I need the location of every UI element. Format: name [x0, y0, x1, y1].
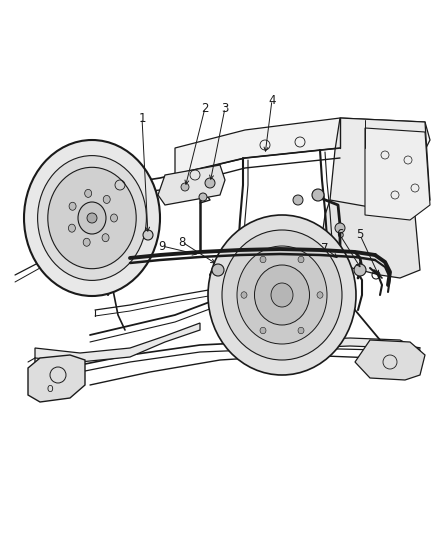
Ellipse shape: [241, 292, 247, 298]
Ellipse shape: [271, 283, 293, 307]
Polygon shape: [28, 355, 85, 402]
Circle shape: [212, 264, 224, 276]
Ellipse shape: [85, 189, 92, 197]
Polygon shape: [35, 323, 200, 362]
Ellipse shape: [260, 256, 266, 263]
Ellipse shape: [83, 238, 90, 246]
Text: 9: 9: [158, 239, 166, 253]
Text: 5: 5: [356, 229, 364, 241]
Text: O: O: [47, 385, 53, 394]
Ellipse shape: [222, 230, 342, 360]
Circle shape: [335, 223, 345, 233]
Ellipse shape: [102, 233, 109, 241]
Ellipse shape: [237, 246, 327, 344]
Polygon shape: [320, 200, 420, 278]
Circle shape: [181, 183, 189, 191]
Text: 2: 2: [201, 101, 209, 115]
Text: 3: 3: [221, 101, 229, 115]
Ellipse shape: [78, 202, 106, 234]
Circle shape: [205, 178, 215, 188]
Text: 4: 4: [268, 93, 276, 107]
Circle shape: [199, 193, 207, 201]
Text: 7: 7: [321, 241, 329, 254]
Polygon shape: [158, 165, 225, 205]
Ellipse shape: [24, 140, 160, 296]
Polygon shape: [330, 118, 430, 220]
Ellipse shape: [208, 215, 356, 375]
Ellipse shape: [298, 256, 304, 263]
Ellipse shape: [317, 292, 323, 298]
Circle shape: [312, 189, 324, 201]
Ellipse shape: [254, 265, 310, 325]
Circle shape: [143, 230, 153, 240]
Polygon shape: [355, 340, 425, 380]
Circle shape: [354, 264, 366, 276]
Ellipse shape: [110, 214, 117, 222]
Polygon shape: [365, 128, 430, 220]
Ellipse shape: [48, 167, 136, 269]
Ellipse shape: [68, 224, 75, 232]
Text: 8: 8: [178, 236, 186, 248]
Ellipse shape: [260, 327, 266, 334]
Circle shape: [293, 195, 303, 205]
Ellipse shape: [69, 202, 76, 210]
Polygon shape: [300, 338, 420, 358]
Polygon shape: [175, 118, 430, 175]
Text: 1: 1: [138, 111, 146, 125]
Ellipse shape: [103, 196, 110, 204]
Ellipse shape: [298, 327, 304, 334]
Circle shape: [87, 213, 97, 223]
Ellipse shape: [38, 156, 146, 280]
Text: 6: 6: [336, 229, 344, 241]
